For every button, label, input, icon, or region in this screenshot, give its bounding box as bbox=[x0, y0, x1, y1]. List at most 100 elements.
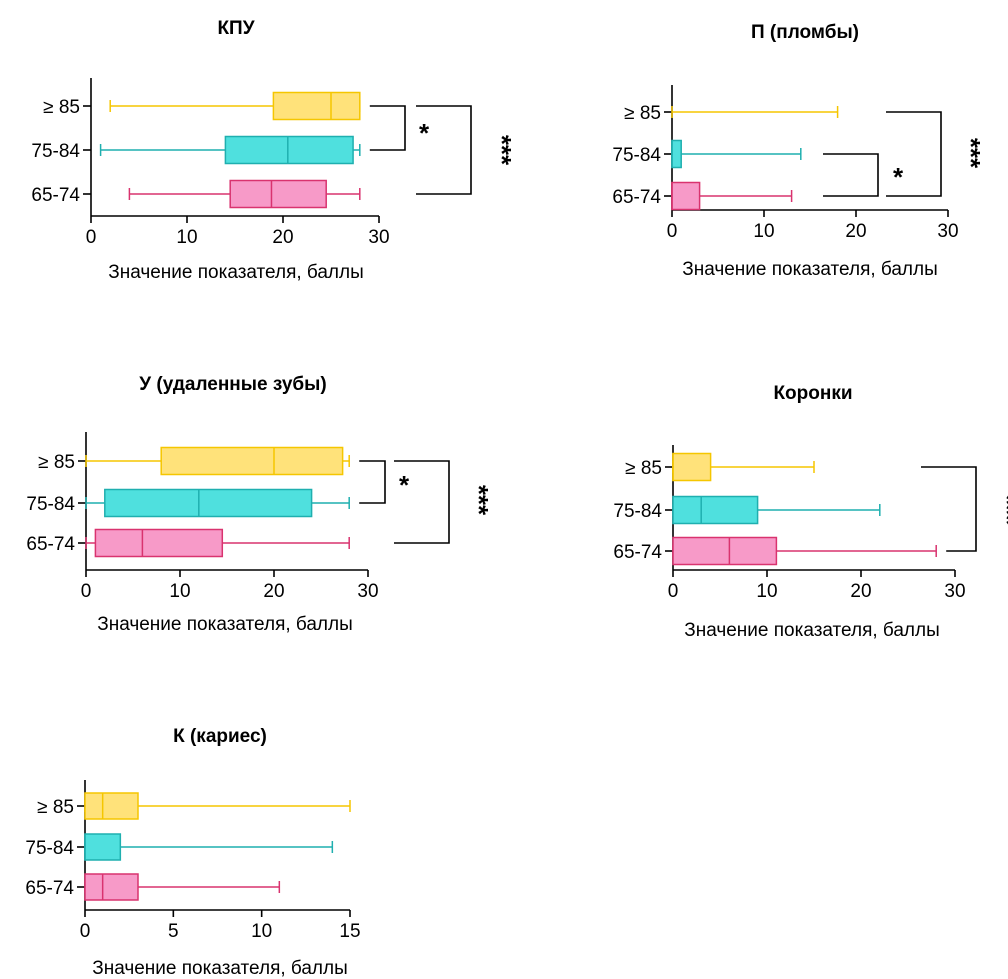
bracket-line bbox=[921, 466, 977, 552]
chart-title: П (пломбы) bbox=[751, 22, 859, 43]
category-label: 65-74 bbox=[26, 534, 75, 555]
x-tick-label: 0 bbox=[667, 221, 678, 242]
box-iqr bbox=[672, 452, 712, 482]
box-iqr bbox=[671, 139, 682, 169]
box-iqr bbox=[272, 91, 361, 121]
chart-panel-2: П (пломбы) 0 10 20 30 Значение показателя, ба… bbox=[612, 22, 986, 280]
box-plot-0 bbox=[672, 452, 815, 482]
category-label: 75-84 bbox=[613, 501, 662, 522]
bracket-line bbox=[394, 460, 450, 544]
box-iqr bbox=[672, 536, 778, 566]
box-iqr bbox=[229, 179, 327, 209]
x-tick-label: 0 bbox=[668, 581, 679, 602]
x-tick-label: 10 bbox=[756, 581, 777, 602]
x-tick-label: 30 bbox=[937, 221, 958, 242]
box-iqr bbox=[671, 181, 701, 211]
significance-bracket: * bbox=[359, 460, 410, 504]
chart-title: КПУ bbox=[217, 18, 254, 39]
x-axis-label: Значение показателя, баллы bbox=[684, 620, 940, 641]
x-tick-label: 10 bbox=[169, 581, 190, 602]
box-plot-1 bbox=[99, 135, 361, 165]
x-tick-label: 0 bbox=[81, 581, 92, 602]
category-label: 75-84 bbox=[25, 838, 74, 859]
significance-label: *** bbox=[992, 495, 1008, 526]
category-label: ≥ 85 bbox=[37, 797, 74, 818]
bracket-line bbox=[369, 105, 406, 151]
significance-label: *** bbox=[487, 135, 517, 166]
box-plot-2 bbox=[128, 179, 361, 209]
significance-label: * bbox=[419, 118, 430, 148]
significance-label: * bbox=[893, 162, 904, 192]
box-iqr bbox=[94, 528, 224, 558]
chart-title: У (удаленные зубы) bbox=[139, 374, 326, 395]
category-label: 65-74 bbox=[31, 185, 80, 206]
significance-label: *** bbox=[464, 485, 494, 516]
bracket-line bbox=[886, 111, 942, 197]
significance-bracket: *** bbox=[394, 460, 494, 544]
x-axis-label: Значение показателя, баллы bbox=[108, 262, 364, 283]
chart-panel-5: К (кариес) 0 5 10 15 Значение показателя, бал… bbox=[25, 726, 360, 979]
box-iqr bbox=[104, 488, 313, 518]
x-tick-label: 20 bbox=[850, 581, 871, 602]
category-label: 65-74 bbox=[612, 187, 661, 208]
x-axis-label: Значение показателя, баллы bbox=[682, 259, 938, 280]
box-iqr bbox=[160, 446, 344, 476]
box-plot-1 bbox=[671, 139, 802, 169]
x-tick-label: 10 bbox=[251, 921, 272, 942]
box-plot-2 bbox=[85, 528, 350, 558]
chart-title: К (кариес) bbox=[173, 726, 267, 747]
category-label: ≥ 85 bbox=[624, 103, 661, 124]
box-plot-0 bbox=[85, 446, 350, 476]
x-tick-label: 30 bbox=[357, 581, 378, 602]
significance-label: *** bbox=[956, 138, 986, 169]
x-tick-label: 10 bbox=[176, 227, 197, 248]
box-plot-0 bbox=[109, 91, 361, 121]
box-plot-1 bbox=[672, 495, 881, 525]
box-plot-1 bbox=[84, 833, 334, 861]
significance-bracket: *** bbox=[886, 111, 986, 197]
box-iqr bbox=[672, 495, 759, 525]
category-label: ≥ 85 bbox=[43, 97, 80, 118]
bracket-line bbox=[823, 153, 879, 197]
box-iqr bbox=[84, 792, 139, 820]
box-plot-0 bbox=[84, 792, 351, 820]
x-tick-label: 20 bbox=[272, 227, 293, 248]
significance-bracket: * bbox=[369, 105, 430, 151]
significance-bracket: * bbox=[823, 153, 904, 197]
category-label: ≥ 85 bbox=[625, 458, 662, 479]
x-tick-label: 30 bbox=[368, 227, 389, 248]
box-plot-2 bbox=[672, 536, 937, 566]
category-label: 65-74 bbox=[613, 542, 662, 563]
x-tick-label: 5 bbox=[168, 921, 179, 942]
box-plot-1 bbox=[85, 488, 350, 518]
bracket-line bbox=[359, 460, 386, 504]
box-iqr bbox=[84, 833, 122, 861]
box-iqr bbox=[224, 135, 354, 165]
category-label: ≥ 85 bbox=[38, 452, 75, 473]
category-label: 75-84 bbox=[26, 494, 75, 515]
box-plot-0 bbox=[671, 106, 839, 118]
significance-label: * bbox=[399, 470, 410, 500]
x-axis-label: Значение показателя, баллы bbox=[97, 614, 353, 635]
x-tick-label: 30 bbox=[944, 581, 965, 602]
x-tick-label: 10 bbox=[753, 221, 774, 242]
chart-title: Коронки bbox=[773, 383, 852, 404]
significance-bracket: *** bbox=[921, 466, 1008, 552]
box-plot-2 bbox=[671, 181, 793, 211]
x-tick-label: 0 bbox=[80, 921, 91, 942]
x-axis-label: Значение показателя, баллы bbox=[92, 958, 348, 979]
bracket-line bbox=[416, 105, 472, 195]
category-label: 75-84 bbox=[612, 145, 661, 166]
x-tick-label: 20 bbox=[845, 221, 866, 242]
box-iqr bbox=[84, 873, 139, 901]
category-label: 65-74 bbox=[25, 878, 74, 899]
x-tick-label: 20 bbox=[263, 581, 284, 602]
significance-bracket: *** bbox=[416, 105, 517, 195]
category-label: 75-84 bbox=[31, 141, 80, 162]
x-tick-label: 0 bbox=[86, 227, 97, 248]
box-plot-2 bbox=[84, 873, 281, 901]
